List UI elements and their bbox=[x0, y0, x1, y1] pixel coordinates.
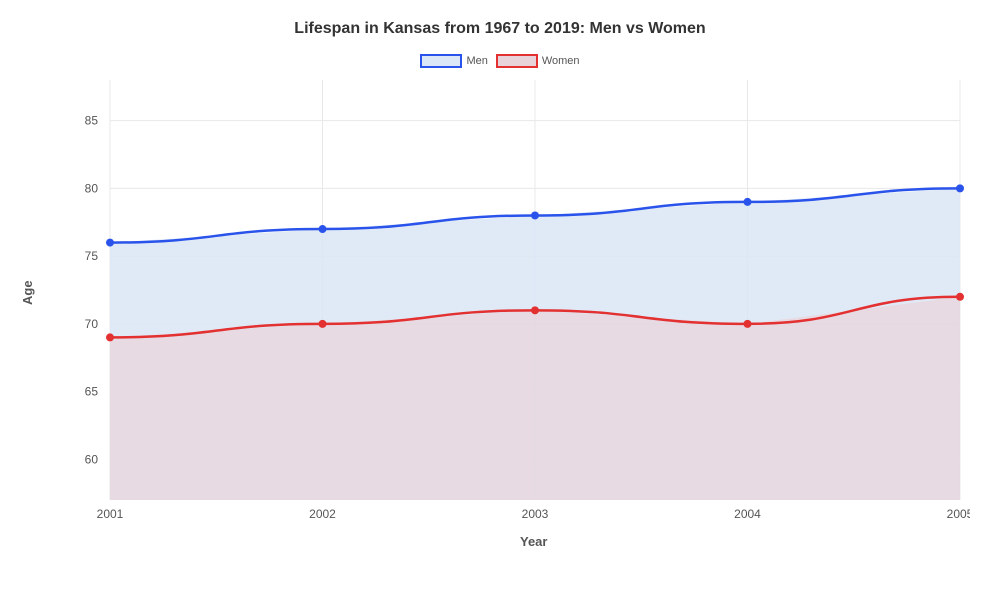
x-tick-label: 2002 bbox=[309, 507, 336, 521]
chart-container: Lifespan in Kansas from 1967 to 2019: Me… bbox=[0, 0, 1000, 600]
legend-swatch-men bbox=[420, 54, 462, 68]
marker-men-2 bbox=[531, 211, 539, 219]
y-tick-label: 85 bbox=[85, 114, 99, 128]
legend-label-men: Men bbox=[466, 55, 487, 67]
y-axis-label: Age bbox=[20, 280, 35, 305]
marker-men-1 bbox=[319, 225, 327, 233]
marker-women-0 bbox=[106, 333, 114, 341]
marker-women-3 bbox=[744, 320, 752, 328]
marker-men-4 bbox=[956, 184, 964, 192]
x-tick-label: 2001 bbox=[97, 507, 124, 521]
legend-item-men: Men bbox=[420, 54, 487, 68]
marker-women-2 bbox=[531, 306, 539, 314]
y-tick-label: 60 bbox=[85, 452, 99, 466]
marker-women-1 bbox=[319, 320, 327, 328]
x-axis-label: Year bbox=[520, 534, 547, 549]
marker-men-0 bbox=[106, 239, 114, 247]
legend-item-women: Women bbox=[496, 54, 580, 68]
legend-swatch-women bbox=[496, 54, 538, 68]
x-tick-label: 2003 bbox=[522, 507, 549, 521]
x-tick-label: 2004 bbox=[734, 507, 761, 521]
marker-men-3 bbox=[744, 198, 752, 206]
x-tick-label: 2005 bbox=[947, 507, 970, 521]
plot-area: 2001 2002 2003 2004 2005 60 65 70 75 80 85 bbox=[70, 80, 970, 530]
legend-label-women: Women bbox=[542, 55, 580, 67]
chart-title: Lifespan in Kansas from 1967 to 2019: Me… bbox=[0, 20, 1000, 38]
marker-women-4 bbox=[956, 293, 964, 301]
y-tick-label: 65 bbox=[85, 385, 99, 399]
y-tick-label: 75 bbox=[85, 249, 99, 263]
y-tick-label: 70 bbox=[85, 317, 99, 331]
legend: Men Women bbox=[0, 54, 1000, 68]
y-tick-label: 80 bbox=[85, 181, 99, 195]
